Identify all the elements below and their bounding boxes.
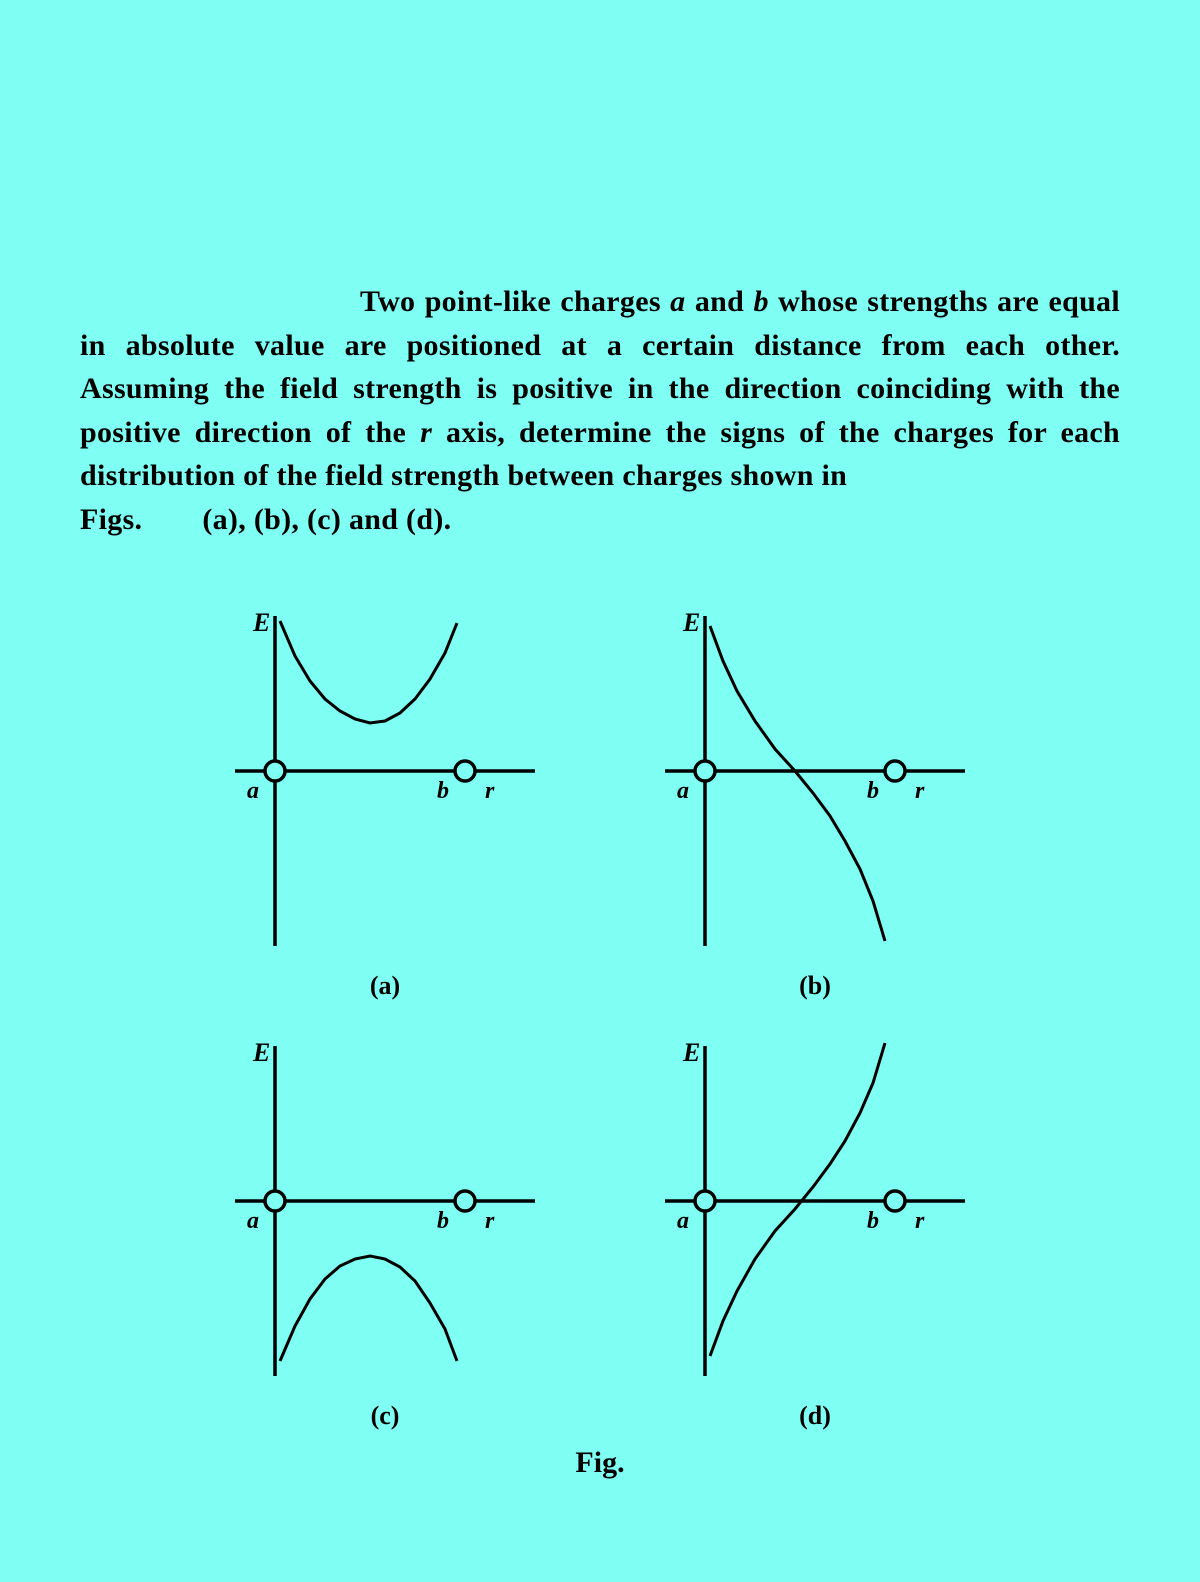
y-label: E: [252, 608, 270, 637]
plot-c-svg: E a b r: [225, 1031, 545, 1391]
charge-b-icon: [455, 761, 475, 781]
charge-b-label: b: [867, 1208, 879, 1234]
plot-b-svg: E a b r: [655, 601, 975, 961]
fig-c-label: (c): [371, 1401, 400, 1431]
charge-a-icon: [265, 1191, 285, 1211]
x-label: r: [485, 1208, 495, 1234]
fig-a-label: (a): [370, 971, 400, 1001]
figure-c: E a b r (c): [225, 1031, 545, 1431]
charge-a-icon: [265, 761, 285, 781]
charge-a-icon: [695, 761, 715, 781]
q-var-a: a: [670, 285, 685, 318]
charge-b-label: b: [437, 1208, 449, 1234]
charge-b-label: b: [437, 778, 449, 804]
figure-a: E a b r (a): [225, 601, 545, 1001]
q-figs-label: Figs.: [80, 503, 142, 536]
q-var-b: b: [753, 285, 768, 318]
charge-b-label: b: [867, 778, 879, 804]
figure-caption: Fig.: [80, 1446, 1120, 1480]
figures-grid: E a b r (a) E a b r (b): [190, 601, 1010, 1431]
curve-c: [280, 1256, 457, 1361]
y-label: E: [252, 1038, 270, 1067]
figure-d: E a b r (d): [655, 1031, 975, 1431]
curve-a: [280, 621, 457, 723]
charge-b-icon: [885, 761, 905, 781]
x-label: r: [915, 1208, 925, 1234]
y-label: E: [682, 1038, 700, 1067]
q-mid: and: [685, 285, 753, 318]
question-text: Two point-like charges a and b whose str…: [80, 280, 1120, 541]
figure-b: E a b r (b): [655, 601, 975, 1001]
charge-b-icon: [455, 1191, 475, 1211]
q-line1-end: whose: [769, 285, 858, 318]
curve-b: [710, 626, 885, 941]
q-line1: Two point-like charges: [360, 285, 670, 318]
charge-a-icon: [695, 1191, 715, 1211]
charge-b-icon: [885, 1191, 905, 1211]
fig-b-label: (b): [799, 971, 831, 1001]
x-label: r: [485, 778, 495, 804]
charge-a-label: a: [247, 1208, 259, 1234]
q-var-r: r: [420, 416, 432, 449]
fig-d-label: (d): [799, 1401, 831, 1431]
charge-a-label: a: [677, 1208, 689, 1234]
q-figs-list: (a), (b), (c) and (d).: [202, 503, 451, 536]
x-label: r: [915, 778, 925, 804]
plot-d-svg: E a b r: [655, 1031, 975, 1391]
y-label: E: [682, 608, 700, 637]
plot-a-svg: E a b r: [225, 601, 545, 961]
charge-a-label: a: [677, 778, 689, 804]
charge-a-label: a: [247, 778, 259, 804]
